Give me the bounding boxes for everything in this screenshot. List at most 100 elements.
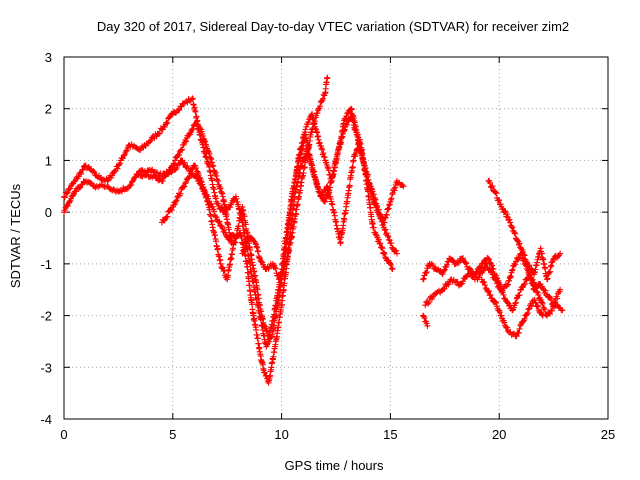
data-point [310, 121, 317, 128]
data-point [370, 224, 377, 231]
data-point [213, 176, 220, 183]
data-point [76, 185, 83, 192]
data-point [322, 198, 329, 205]
data-point [221, 203, 228, 210]
y-tick-label: -1 [40, 257, 52, 272]
data-point [507, 273, 514, 280]
data-point [91, 169, 98, 176]
data-point [341, 126, 348, 133]
data-point [181, 159, 188, 166]
data-point [487, 291, 494, 298]
data-point [426, 299, 433, 306]
data-point [314, 180, 321, 187]
data-point [272, 264, 279, 271]
data-point [481, 282, 488, 289]
y-tick-label: 3 [45, 50, 52, 65]
data-point [316, 139, 323, 146]
data-point [318, 145, 325, 152]
data-point [155, 130, 162, 137]
data-point [512, 230, 519, 237]
data-point [520, 251, 527, 258]
data-point [381, 219, 388, 226]
data-point [443, 261, 450, 268]
data-point [339, 133, 346, 140]
data-point [393, 247, 400, 254]
data-point [255, 340, 262, 347]
data-point [557, 250, 564, 257]
data-point [378, 244, 385, 251]
data-point [320, 150, 327, 157]
data-point [499, 289, 506, 296]
data-point [428, 260, 435, 267]
data-point [192, 108, 199, 115]
data-point [512, 300, 519, 307]
data-point [183, 179, 190, 186]
data-point [420, 275, 427, 282]
data-point [388, 195, 395, 202]
plot-frame [63, 56, 609, 420]
data-point [459, 278, 466, 285]
data-point [312, 118, 319, 125]
data-point [143, 172, 150, 179]
data-point [154, 169, 161, 176]
data-point [325, 167, 332, 174]
data-point [498, 312, 505, 319]
data-point [386, 202, 393, 209]
x-tick-label: 5 [169, 427, 176, 442]
data-point [546, 293, 553, 300]
series-track [420, 312, 431, 329]
data-point [226, 236, 233, 243]
data-point [207, 213, 214, 220]
data-point [531, 279, 538, 286]
data-point [212, 169, 219, 176]
data-point [314, 110, 321, 117]
data-point [532, 299, 539, 306]
data-point [387, 260, 394, 267]
data-point [514, 237, 521, 244]
data-point [558, 306, 565, 313]
data-point [254, 335, 261, 342]
data-point [227, 204, 234, 211]
data-point [391, 187, 398, 194]
data-point [196, 174, 203, 181]
data-point [221, 227, 228, 234]
data-point [542, 287, 549, 294]
data-point [504, 324, 511, 331]
data-point [217, 260, 224, 267]
grid-lines [64, 57, 608, 419]
data-point [276, 276, 283, 283]
data-point [116, 161, 123, 168]
data-point [192, 120, 199, 127]
data-point [383, 212, 390, 219]
data-point [116, 160, 123, 167]
data-point [216, 185, 223, 192]
data-point [315, 136, 322, 143]
data-point [171, 161, 178, 168]
data-point [538, 299, 545, 306]
data-point [163, 119, 170, 126]
data-point [177, 190, 184, 197]
data-point [504, 211, 511, 218]
data-point [559, 307, 566, 314]
data-point [173, 197, 180, 204]
data-point [210, 163, 217, 170]
data-point [421, 314, 428, 321]
data-point [172, 201, 179, 208]
data-point [302, 126, 309, 133]
data-point [335, 145, 342, 152]
data-point [496, 309, 503, 316]
data-point [168, 207, 175, 214]
data-point [218, 189, 225, 196]
data-point [359, 151, 366, 158]
data-point [231, 238, 238, 245]
series-track [61, 110, 407, 340]
data-point [159, 178, 166, 185]
data-point [508, 223, 515, 230]
data-points [61, 74, 566, 386]
data-point [536, 280, 543, 287]
data-point [166, 208, 173, 215]
data-point [393, 250, 400, 257]
data-point [128, 181, 135, 188]
data-point [501, 319, 508, 326]
